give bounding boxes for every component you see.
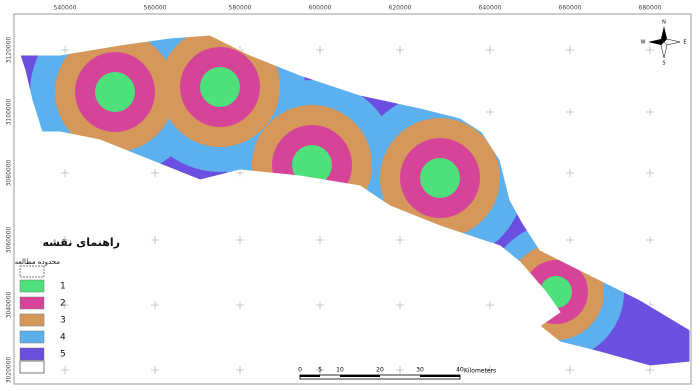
zone-ring [95,72,135,112]
legend-study-area-box [19,265,45,278]
scale-tick-label: 20 [376,367,384,374]
region-outline [19,34,691,367]
legend-label: 4 [60,333,66,343]
x-coordinate-label: 640000 [479,5,502,12]
compass: N E S W [641,20,687,67]
compass-s: S [662,61,665,67]
legend-label: 2 [60,299,66,309]
compass-e: E [683,40,686,46]
legend-label: 1 [60,282,66,292]
legend-swatch [19,313,45,327]
scale-unit: Kilometers [464,368,496,375]
legend: راهنمای نقشه محدوده مطالعه 1 2 3 4 5 [15,236,120,374]
zone-ring [292,145,332,185]
scale-bar: 0 5 10 20 30 40 Kilometers [298,367,496,380]
scale-tick-label: 30 [416,367,424,374]
scale-bar-segment [340,375,380,377]
legend-swatch [19,296,45,310]
x-coordinate-label: 600000 [309,5,332,12]
compass-w: W [641,40,646,46]
y-coordinates: 3120000 3100000 3080000 3060000 3040000 30200… [6,36,13,383]
legend-label: 5 [60,350,66,360]
zone-ring [420,158,460,198]
y-coordinate-label: 3080000 [6,159,13,186]
legend-items: 1 2 3 4 5 [19,279,66,361]
zone-ring [200,67,240,107]
map-frame [13,13,692,385]
zone-ring [540,276,572,308]
scale-tick-label: 10 [336,367,344,374]
legend-title: راهنمای نقشه [42,236,120,249]
legend-swatch [19,347,45,361]
y-coordinate-label: 3020000 [6,356,13,383]
x-coordinate-label: 580000 [229,5,252,12]
x-coordinate-label: 620000 [389,5,412,12]
scale-ticks: 0 5 10 20 30 40 [298,367,464,374]
x-coordinate-label: 540000 [54,5,77,12]
x-coordinate-label: 660000 [559,5,582,12]
scale-tick-label: 5 [318,367,322,374]
compass-n: N [662,20,666,26]
x-coordinates: 540000 560000 580000 600000 620000 640000 6600… [54,5,662,12]
legend-swatch [19,330,45,344]
y-coordinate-label: 3060000 [6,226,13,253]
scale-tick-label: 40 [456,367,464,374]
y-coordinate-label: 3120000 [6,36,13,63]
x-coordinate-label: 560000 [144,5,167,12]
y-coordinate-label: 3100000 [6,98,13,125]
y-coordinate-label: 3040000 [6,291,13,318]
legend-study-area-label: محدوده مطالعه [15,258,60,266]
scale-bar-segment [300,375,320,377]
legend-empty-box [19,360,45,374]
legend-swatch [19,279,45,293]
scale-bar-segment [420,375,460,377]
legend-label: 3 [60,316,66,326]
x-coordinate-label: 680000 [639,5,662,12]
scale-tick-label: 0 [298,367,302,374]
